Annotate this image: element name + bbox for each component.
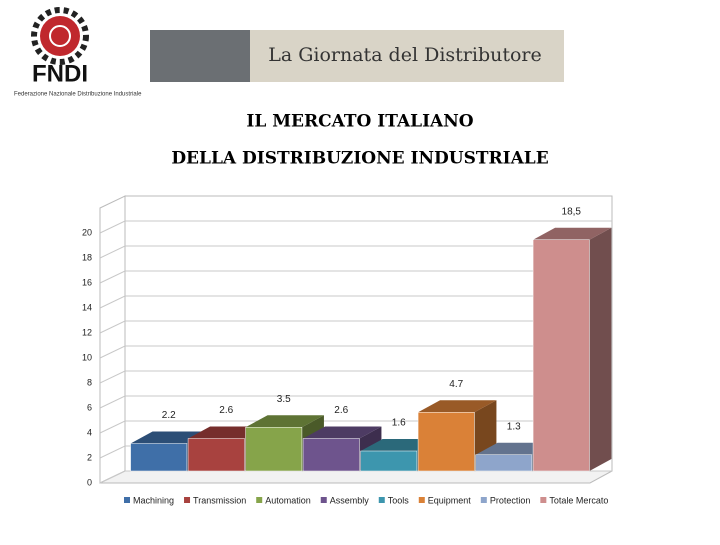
value-label: 4.7 bbox=[449, 379, 463, 390]
grid-line bbox=[99, 220, 612, 234]
chart-subtitle: DELLA DISTRIBUZIONE INDUSTRIALE bbox=[171, 149, 548, 169]
y-tick-label: 14 bbox=[82, 302, 92, 312]
y-tick-label: 8 bbox=[87, 377, 92, 387]
value-label: 18,5 bbox=[562, 206, 582, 217]
legend-swatch bbox=[256, 497, 263, 503]
bar bbox=[187, 438, 245, 472]
y-tick-label: 20 bbox=[82, 227, 92, 237]
y-tick-label: 16 bbox=[82, 277, 92, 287]
banner-text: La Giornata del Distributore bbox=[268, 44, 542, 66]
bar bbox=[532, 239, 590, 472]
fndi-logo: FNDI Federazione Nazionale Distribuzione… bbox=[14, 7, 142, 98]
value-label: 1.3 bbox=[507, 421, 521, 432]
legend-label: Tools bbox=[388, 495, 410, 505]
bar bbox=[475, 454, 533, 472]
grid-line bbox=[99, 320, 612, 334]
left-wall bbox=[99, 195, 126, 484]
value-label: 2.6 bbox=[219, 405, 233, 416]
bar-top bbox=[245, 415, 324, 428]
legend-label: Transmission bbox=[193, 495, 246, 505]
legend-swatch bbox=[480, 497, 487, 503]
y-tick-label: 18 bbox=[82, 252, 92, 262]
y-tick-label: 12 bbox=[82, 327, 92, 337]
grid-line bbox=[99, 370, 612, 384]
bar bbox=[302, 438, 360, 472]
grid-line bbox=[99, 345, 612, 359]
legend-swatch bbox=[418, 497, 425, 503]
bar-top bbox=[418, 400, 497, 413]
y-tick-label: 4 bbox=[87, 427, 92, 437]
legend-swatch bbox=[184, 497, 191, 503]
chart-title: IL MERCATO ITALIANO bbox=[246, 112, 473, 132]
grid-line bbox=[99, 395, 612, 409]
grid-line bbox=[99, 295, 612, 309]
floor bbox=[99, 470, 613, 484]
legend-label: Totale Mercato bbox=[549, 495, 608, 505]
grid-line bbox=[99, 245, 612, 259]
legend-swatch bbox=[124, 497, 130, 503]
banner-panel bbox=[250, 30, 564, 82]
y-tick-label: 6 bbox=[87, 402, 92, 412]
bar bbox=[130, 443, 188, 472]
legend-label: Automation bbox=[265, 495, 311, 505]
value-label: 1.6 bbox=[392, 418, 406, 429]
bar bbox=[245, 427, 303, 472]
legend-label: Assembly bbox=[330, 495, 370, 505]
legend-swatch bbox=[540, 497, 547, 503]
value-label: 3.5 bbox=[277, 394, 291, 405]
legend-label: Equipment bbox=[428, 495, 472, 505]
bar-top bbox=[303, 426, 382, 439]
legend-label: Machining bbox=[133, 495, 174, 505]
legend-swatch bbox=[378, 497, 385, 503]
y-tick-label: 2 bbox=[87, 452, 92, 462]
bar-top bbox=[533, 227, 612, 240]
logo-subtitle: Federazione Nazionale Distribuzione Indu… bbox=[14, 92, 142, 98]
bar bbox=[360, 450, 418, 472]
y-tick-label: 10 bbox=[82, 352, 92, 362]
bar bbox=[417, 412, 475, 472]
bar-side bbox=[589, 227, 612, 471]
grid-line bbox=[99, 270, 612, 284]
legend-swatch bbox=[320, 497, 327, 503]
value-label: 2.6 bbox=[334, 405, 348, 416]
legend-label: Protection bbox=[490, 495, 531, 505]
y-tick-label: 0 bbox=[87, 477, 92, 487]
logo-text: FNDI bbox=[32, 60, 88, 87]
value-label: 2.2 bbox=[162, 410, 176, 421]
